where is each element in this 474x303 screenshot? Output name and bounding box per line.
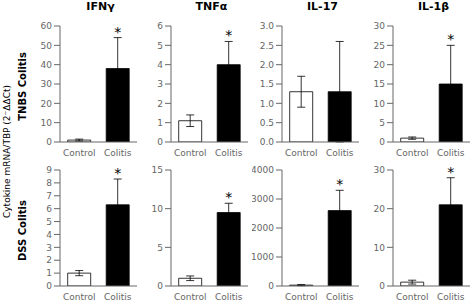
svg-text:4: 4 [157, 60, 163, 70]
svg-text:50: 50 [41, 41, 53, 51]
svg-text:10: 10 [41, 118, 53, 128]
svg-text:1.0: 1.0 [260, 99, 275, 109]
svg-text:25: 25 [374, 41, 385, 51]
svg-text:0: 0 [157, 281, 163, 291]
svg-text:*: * [447, 31, 454, 47]
svg-text:2: 2 [46, 255, 52, 265]
svg-text:0.5: 0.5 [260, 118, 274, 128]
svg-text:1000: 1000 [252, 252, 274, 262]
svg-text:3: 3 [157, 79, 163, 89]
svg-text:0: 0 [268, 281, 274, 291]
svg-text:7: 7 [46, 191, 52, 201]
svg-text:*: * [225, 27, 232, 43]
html-text:IFNγ: IFNγ [86, 0, 115, 13]
svg-text:Control: Control [285, 148, 318, 158]
svg-text:Colitis: Colitis [326, 148, 354, 158]
svg-text:Control: Control [174, 292, 207, 302]
svg-text:20: 20 [41, 99, 53, 109]
svg-text:3.0: 3.0 [260, 21, 275, 31]
svg-text:2.5: 2.5 [260, 41, 274, 51]
svg-text:Control: Control [63, 292, 96, 302]
svg-text:Colitis: Colitis [215, 148, 243, 158]
svg-text:30: 30 [41, 79, 53, 89]
svg-text:40: 40 [41, 60, 53, 70]
svg-text:*: * [114, 165, 121, 181]
svg-text:8: 8 [46, 178, 52, 188]
svg-text:5: 5 [46, 217, 52, 227]
svg-text:Control: Control [174, 148, 207, 158]
svg-text:0: 0 [46, 137, 52, 147]
svg-text:10: 10 [374, 243, 386, 253]
svg-text:2.0: 2.0 [260, 60, 275, 70]
html-text:TNBS Colitis: TNBS Colitis [16, 51, 28, 121]
svg-text:*: * [114, 24, 121, 40]
svg-text:1: 1 [46, 268, 52, 278]
svg-text:Colitis: Colitis [326, 292, 354, 302]
svg-text:4000: 4000 [252, 165, 274, 175]
svg-text:3000: 3000 [252, 194, 274, 204]
svg-text:Colitis: Colitis [215, 292, 243, 302]
svg-text:*: * [447, 164, 454, 180]
svg-text:*: * [225, 189, 232, 205]
svg-text:*: * [336, 176, 343, 192]
svg-text:30: 30 [374, 21, 386, 31]
svg-text:5: 5 [157, 41, 163, 51]
svg-text:Colitis: Colitis [104, 292, 132, 302]
html-text:DSS Colitis: DSS Colitis [16, 199, 28, 261]
svg-text:9: 9 [46, 165, 52, 175]
svg-text:5: 5 [157, 243, 163, 253]
svg-text:Colitis: Colitis [437, 292, 465, 302]
svg-text:Control: Control [396, 148, 429, 158]
svg-text:Control: Control [63, 148, 96, 158]
svg-text:2: 2 [157, 99, 163, 109]
svg-text:6: 6 [46, 204, 52, 214]
svg-text:6: 6 [157, 21, 163, 31]
svg-text:Colitis: Colitis [437, 148, 465, 158]
svg-text:10: 10 [152, 204, 164, 214]
svg-text:15: 15 [152, 165, 163, 175]
svg-text:0: 0 [379, 137, 385, 147]
svg-text:0.0: 0.0 [260, 137, 275, 147]
svg-text:20: 20 [374, 60, 386, 70]
svg-text:Control: Control [285, 292, 318, 302]
svg-text:0: 0 [46, 281, 52, 291]
svg-text:30: 30 [374, 165, 386, 175]
svg-text:Control: Control [396, 292, 429, 302]
svg-text:0: 0 [157, 137, 163, 147]
svg-text:5: 5 [379, 118, 385, 128]
svg-text:20: 20 [374, 204, 386, 214]
html-text:IL-1β: IL-1β [417, 0, 450, 13]
svg-text:1.5: 1.5 [260, 79, 274, 89]
svg-text:0: 0 [379, 281, 385, 291]
html-text:IL-17: IL-17 [307, 0, 338, 13]
svg-text:10: 10 [374, 99, 386, 109]
svg-text:15: 15 [374, 79, 385, 89]
svg-text:2000: 2000 [252, 223, 274, 233]
svg-text:4: 4 [46, 230, 52, 240]
svg-text:3: 3 [46, 243, 52, 253]
svg-text:1: 1 [157, 118, 163, 128]
html-text:TNFα: TNFα [195, 0, 228, 13]
html-text:Cytokine mRNA/TBP (2⁻ΔΔCt): Cytokine mRNA/TBP (2⁻ΔΔCt) [2, 85, 12, 218]
svg-text:Colitis: Colitis [104, 148, 132, 158]
svg-text:60: 60 [41, 21, 53, 31]
